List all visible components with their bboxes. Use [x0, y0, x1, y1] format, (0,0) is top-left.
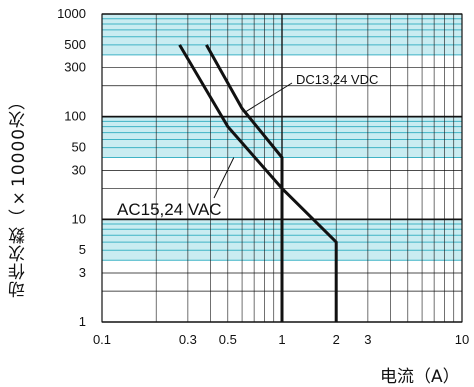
y-axis-label: 动作次数（×10000次） [9, 91, 29, 299]
y-tick-label: 1000 [57, 6, 86, 21]
x-tick-label: 10 [455, 332, 469, 347]
dc13-series-line [205, 44, 284, 322]
y-tick-label: 3 [79, 265, 86, 280]
x-tick-label: 3 [364, 332, 371, 347]
y-tick-label: 500 [64, 37, 86, 52]
y-tick-label: 100 [64, 109, 86, 124]
y-tick-labels: 1 3 5 10 30 50 100 300 500 1000 [57, 6, 86, 329]
x-tick-label: 0.5 [219, 332, 237, 347]
x-tick-label: 0.3 [179, 332, 197, 347]
x-tick-label: 1 [278, 332, 285, 347]
ac15-leader-line [213, 157, 235, 199]
dc13-label: DC13,24 VDC [296, 72, 378, 87]
y-tick-label: 10 [72, 211, 86, 226]
y-tick-label: 30 [72, 162, 86, 177]
series-annotations: DC13,24 VDC AC15,24 VAC [117, 72, 378, 219]
x-tick-labels: 0.1 0.3 0.5 1 2 3 10 [93, 332, 469, 347]
y-tick-label: 50 [72, 140, 86, 155]
dc13-leader-line [244, 82, 293, 113]
ac15-series-line [178, 44, 338, 322]
x-axis-label: 电流（A） [380, 367, 460, 387]
series-lines [178, 44, 338, 322]
plot-frame [101, 13, 463, 323]
y-tick-label: 5 [79, 242, 86, 257]
x-tick-label: 0.1 [93, 332, 111, 347]
x-tick-label: 2 [333, 332, 340, 347]
y-tick-label: 1 [79, 314, 86, 329]
ac15-label: AC15,24 VAC [117, 200, 222, 219]
y-tick-label: 300 [64, 60, 86, 75]
